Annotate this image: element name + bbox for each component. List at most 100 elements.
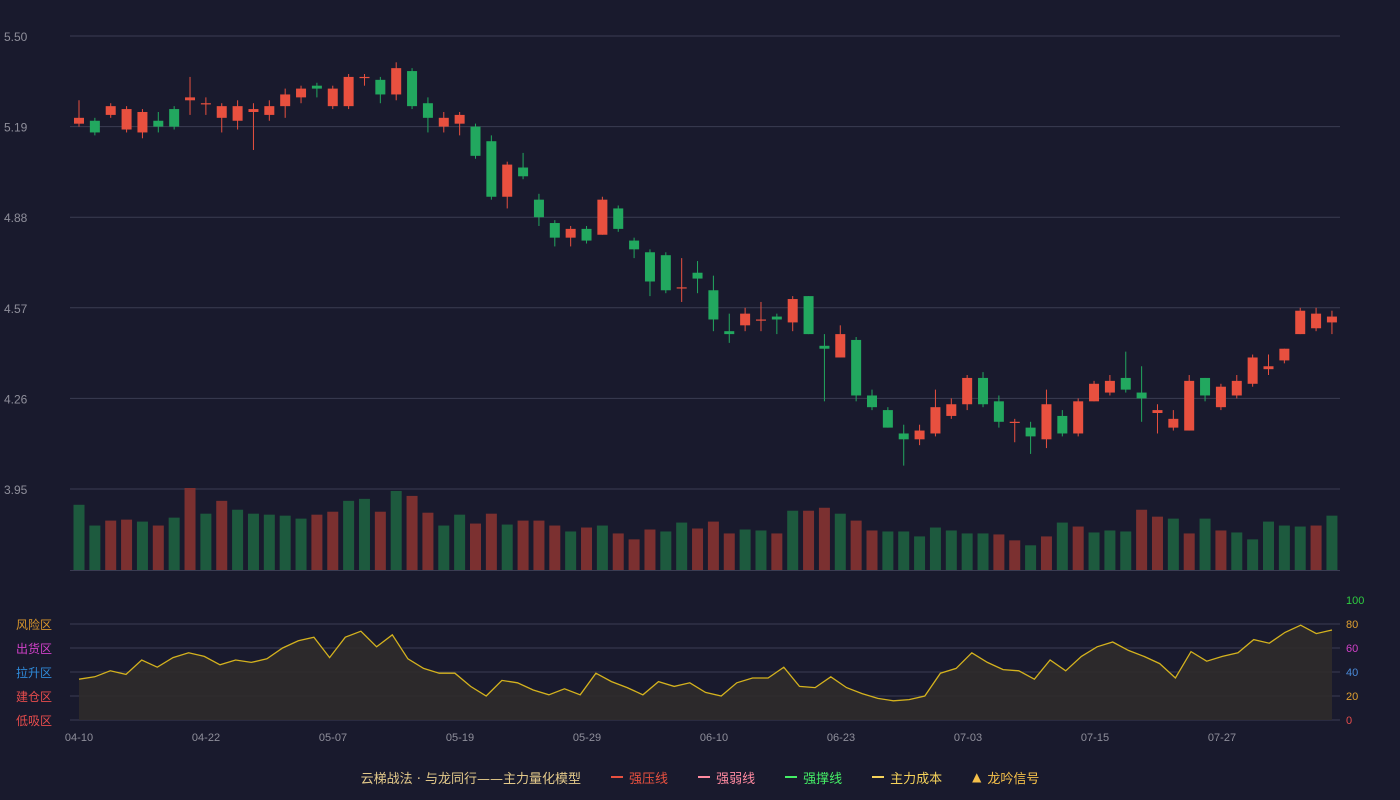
volume-bar	[644, 529, 656, 570]
candle-body	[280, 94, 291, 107]
volume-bar	[374, 511, 386, 570]
candle-body	[898, 433, 909, 440]
candle-body	[248, 109, 259, 112]
volume-bar	[1104, 530, 1116, 570]
candle-body	[486, 141, 497, 197]
volume-bar	[485, 513, 497, 570]
candle-body	[771, 316, 782, 320]
volume-bar	[929, 527, 941, 570]
date-tick-label: 07-15	[1081, 732, 1109, 744]
price-tick-label: 5.19	[4, 121, 28, 135]
legend-swatch-strong-support	[785, 776, 798, 778]
candle-body	[867, 395, 877, 408]
volume-bar	[168, 517, 180, 570]
candle-body	[502, 164, 513, 197]
volume-bar	[882, 531, 894, 570]
candle-body	[1215, 386, 1226, 408]
candle-body	[153, 120, 164, 127]
candle-body	[629, 240, 640, 250]
volume-bar	[1278, 525, 1290, 570]
candle-body	[787, 299, 798, 323]
volume-bar	[1231, 532, 1243, 570]
candle-body	[533, 199, 544, 218]
volume-bar	[945, 530, 957, 570]
candle-body	[1326, 316, 1337, 323]
volume-bar	[263, 514, 275, 570]
volume-bar	[1040, 536, 1052, 570]
legend-title: 云梯战法 · 与龙同行——主力量化模型	[360, 771, 582, 787]
legend-item-strong-pressure[interactable]: 强压线	[611, 768, 668, 787]
volume-bar	[184, 488, 196, 570]
candle-body	[644, 252, 655, 282]
volume-bar	[1199, 518, 1211, 570]
volume-bar	[438, 525, 450, 570]
indicator-tick-label: 20	[1346, 691, 1358, 703]
candle-body	[724, 331, 735, 335]
chart-legend: 云梯战法 · 与龙同行——主力量化模型 强压线 强弱线 强撑线 主力成本 ▲ 龙…	[0, 766, 1400, 788]
candle-body	[549, 223, 560, 238]
volume-bar	[1072, 526, 1084, 570]
legend-item-dragon-signal[interactable]: ▲ 龙吟信号	[972, 768, 1039, 787]
indicator-tick-label: 40	[1346, 667, 1358, 679]
legend-label-strength-line: 强弱线	[716, 771, 756, 787]
candle-body	[613, 208, 624, 229]
candle-body	[1168, 418, 1179, 428]
legend-item-strong-support[interactable]: 强撑线	[785, 768, 842, 787]
legend-item-main-cost[interactable]: 主力成本	[872, 768, 942, 787]
candle-body	[518, 167, 529, 177]
volume-bar	[200, 513, 212, 570]
legend-label-dragon-signal: 龙吟信号	[987, 771, 1040, 787]
candle-body	[1120, 377, 1131, 390]
volume-bar	[1310, 525, 1322, 570]
volume-bar	[216, 500, 228, 570]
candle-body	[375, 79, 386, 95]
indicator-line	[78, 624, 1333, 702]
volume-bar	[581, 527, 593, 570]
candle-body	[565, 228, 576, 238]
volume-bar	[311, 514, 323, 570]
zone-label: 拉升区	[16, 665, 52, 680]
date-tick-label: 04-22	[192, 732, 220, 744]
candle-body	[169, 109, 180, 127]
volume-bar	[961, 533, 973, 570]
date-tick-label: 06-23	[827, 732, 855, 744]
volume-bar	[152, 525, 164, 570]
indicator-tick-label: 80	[1346, 619, 1358, 631]
volume-bar	[771, 533, 783, 570]
volume-bar	[390, 490, 402, 570]
volume-bar	[470, 523, 481, 570]
candle-body	[1104, 380, 1115, 393]
candle-body	[660, 255, 671, 291]
candle-body	[1200, 377, 1211, 396]
candle-body	[105, 106, 116, 115]
candle-body	[89, 120, 100, 133]
candle-body	[993, 401, 1004, 422]
zone-label: 风险区	[16, 617, 52, 632]
volume-bar	[89, 525, 101, 570]
legend-item-strength-line[interactable]: 强弱线	[698, 768, 755, 787]
candle-body	[407, 71, 418, 107]
volume-bar	[279, 515, 291, 570]
volume-bar	[1215, 530, 1227, 570]
volume-bar	[454, 514, 466, 570]
candle-body	[708, 290, 719, 320]
candle-body	[1009, 421, 1020, 423]
volume-bar	[612, 533, 624, 570]
date-tick-label: 05-07	[319, 732, 347, 744]
volume-bar	[1088, 532, 1100, 570]
volume-bar	[1151, 516, 1163, 570]
volume-bar	[914, 536, 926, 570]
candle-body	[1295, 310, 1306, 335]
candle-body	[978, 377, 989, 405]
candle-body	[185, 97, 196, 101]
date-tick-label: 05-29	[573, 732, 601, 744]
price-tick-label: 4.57	[4, 302, 28, 316]
volume-bar	[533, 520, 545, 570]
volume-bar	[406, 495, 418, 570]
candle-body	[581, 228, 592, 241]
date-tick-label: 07-27	[1208, 732, 1236, 744]
volume-bar	[105, 520, 117, 570]
volume-bar	[327, 511, 339, 570]
volume-bar	[739, 529, 751, 570]
volume-bar	[1120, 531, 1132, 570]
